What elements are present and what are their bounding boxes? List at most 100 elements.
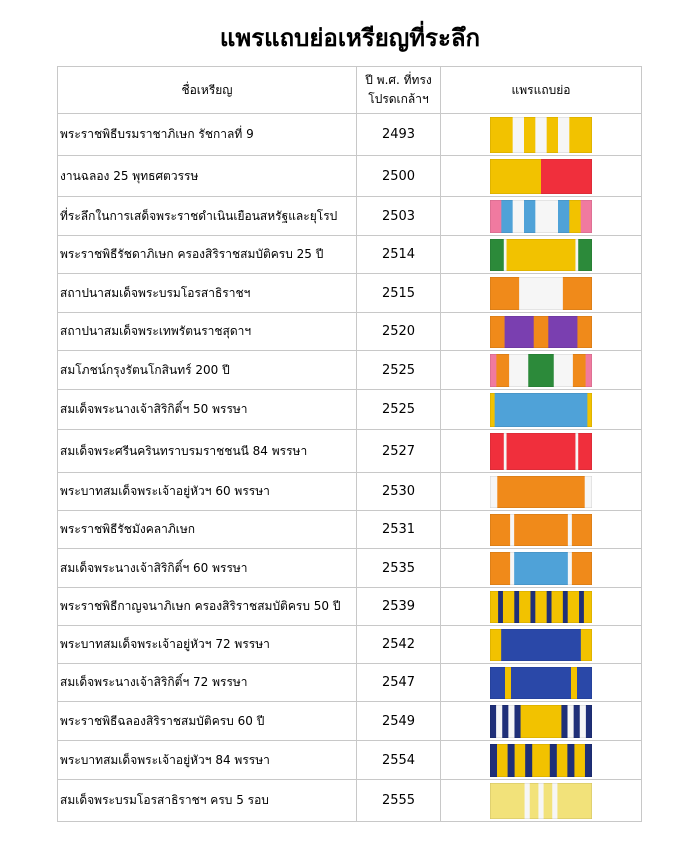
ribbon-stripe xyxy=(490,743,498,777)
ribbon-stripe xyxy=(490,276,520,310)
ribbon-stripe xyxy=(496,704,503,738)
ribbon-stripe xyxy=(587,392,592,427)
ribbon-stripe xyxy=(490,432,505,470)
ribbon-stripe xyxy=(490,666,506,699)
ribbon-stripe xyxy=(501,628,582,661)
ribbon-stripe xyxy=(548,315,578,348)
ribbon-stripe xyxy=(508,704,515,738)
ribbon-stripe xyxy=(578,432,592,470)
ribbon-stripe xyxy=(543,782,553,819)
ribbon xyxy=(490,158,592,194)
ribbon-stripe xyxy=(490,158,542,194)
ribbon-stripe xyxy=(490,238,505,271)
ribbon-stripe xyxy=(553,353,574,387)
ribbon-stripe xyxy=(538,782,544,819)
ribbon-stripe xyxy=(571,551,592,585)
ribbon-cell xyxy=(440,429,642,473)
ribbon-stripe xyxy=(524,782,531,819)
ribbon-stripe xyxy=(583,590,592,623)
ribbon-cell xyxy=(440,663,642,702)
ribbon xyxy=(490,782,592,819)
ribbon xyxy=(490,551,592,585)
ribbon xyxy=(490,704,592,738)
table-row: สถาปนาสมเด็จพระเทพรัตนราชสุดาฯ 2520 xyxy=(57,312,642,351)
medal-name: สถาปนาสมเด็จพระเทพรัตนราชสุดาฯ xyxy=(57,312,357,351)
medal-name: พระราชพิธีรัชมังคลาภิเษก xyxy=(57,510,357,549)
ribbon-stripe xyxy=(514,551,569,585)
ribbon-stripe xyxy=(535,116,547,153)
ribbon xyxy=(490,513,592,546)
medal-name: พระบาทสมเด็จพระเจ้าอยู่หัวฯ 60 พรรษา xyxy=(57,472,357,511)
ribbon xyxy=(490,315,592,348)
ribbon-cell xyxy=(440,510,642,549)
ribbon-stripe xyxy=(490,199,502,233)
ribbon-cell xyxy=(440,312,642,351)
ribbon-stripe xyxy=(575,432,579,470)
medal-name: สถาปนาสมเด็จพระบรมโอรสาธิราชฯ xyxy=(57,273,357,313)
ribbon-stripe xyxy=(578,238,592,271)
ribbon-cell xyxy=(440,701,642,741)
ribbon-stripe xyxy=(569,199,581,233)
ribbon-stripe xyxy=(567,704,574,738)
year: 2531 xyxy=(356,510,441,549)
year: 2542 xyxy=(356,625,441,664)
year: 2554 xyxy=(356,740,441,780)
ribbon-stripe xyxy=(505,666,512,699)
ribbon-stripe xyxy=(579,704,587,738)
ribbon-stripe xyxy=(490,353,497,387)
ribbon-cell xyxy=(440,273,642,313)
ribbon-stripe xyxy=(574,743,586,777)
ribbon-stripe xyxy=(535,199,559,233)
ribbon-stripe xyxy=(490,551,511,585)
table-row: พระราชพิธีกาญจนาภิเษก ครองสิริราชสมบัติค… xyxy=(57,587,642,626)
ribbon-stripe xyxy=(497,743,508,777)
ribbon-stripe xyxy=(572,353,586,387)
header-cell: ปี พ.ศ. ที่ทรง โปรดเกล้าฯ xyxy=(356,66,441,114)
ribbon-stripe xyxy=(533,315,549,348)
table-row: สมเด็จพระนางเจ้าสิริกิติ์ฯ 60 พรรษา 2535 xyxy=(57,548,642,588)
ribbon-stripe xyxy=(502,590,515,623)
ribbon-stripe xyxy=(498,590,504,623)
ribbon-stripe xyxy=(490,513,511,546)
ribbon-stripe xyxy=(512,116,525,153)
ribbon-stripe xyxy=(579,590,585,623)
year: 2503 xyxy=(356,196,441,236)
ribbon-stripe xyxy=(549,743,558,777)
ribbon-cell xyxy=(440,625,642,664)
ribbon-cell xyxy=(440,472,642,511)
medal-name: สมเด็จพระนางเจ้าสิริกิติ์ฯ 72 พรรษา xyxy=(57,663,357,702)
ribbon-stripe xyxy=(556,743,568,777)
table-row: พระบาทสมเด็จพระเจ้าอยู่หัวฯ 60 พรรษา 2530 xyxy=(57,472,642,511)
year: 2514 xyxy=(356,235,441,274)
ribbon-stripe xyxy=(490,782,525,819)
ribbon-stripe xyxy=(490,628,502,661)
ribbon-stripe xyxy=(585,704,592,738)
ribbon-cell xyxy=(440,155,642,197)
ribbon-stripe xyxy=(514,590,520,623)
medal-name: สมเด็จพระนางเจ้าสิริกิติ์ฯ 50 พรรษา xyxy=(57,389,357,430)
medal-name: ที่ระลึกในการเสด็จพระราชดำเนินเยือนสหรัฐ… xyxy=(57,196,357,236)
ribbon-stripe xyxy=(503,238,507,271)
year: 2547 xyxy=(356,663,441,702)
ribbon-stripe xyxy=(510,551,515,585)
ribbon-stripe xyxy=(552,782,558,819)
ribbon-cell xyxy=(440,587,642,626)
year: 2549 xyxy=(356,701,441,741)
medal-name: พระราชพิธีบรมราชาภิเษก รัชกาลที่ 9 xyxy=(57,113,357,156)
ribbon-stripe xyxy=(577,315,592,348)
page-title: แพรแถบย่อเหรียญที่ระลึก xyxy=(219,24,481,52)
medal-name: สมโภชน์กรุงรัตนโกสินทร์ 200 ปี xyxy=(57,350,357,390)
ribbon-stripe xyxy=(567,590,580,623)
ribbon-stripe xyxy=(558,116,570,153)
ribbon-cell xyxy=(440,350,642,390)
ribbon-stripe xyxy=(571,666,578,699)
ribbon-stripe xyxy=(546,116,559,153)
ribbon-stripe xyxy=(575,238,579,271)
ribbon xyxy=(490,628,592,661)
ribbon xyxy=(490,432,592,470)
year: 2555 xyxy=(356,779,441,822)
ribbon-cell xyxy=(440,389,642,430)
ribbon-stripe xyxy=(524,116,536,153)
table-row: สมเด็จพระบรมโอรสาธิราชฯ ครบ 5 รอบ 2555 xyxy=(57,779,642,822)
table-row: สมเด็จพระนางเจ้าสิริกิติ์ฯ 72 พรรษา 2547 xyxy=(57,663,642,702)
